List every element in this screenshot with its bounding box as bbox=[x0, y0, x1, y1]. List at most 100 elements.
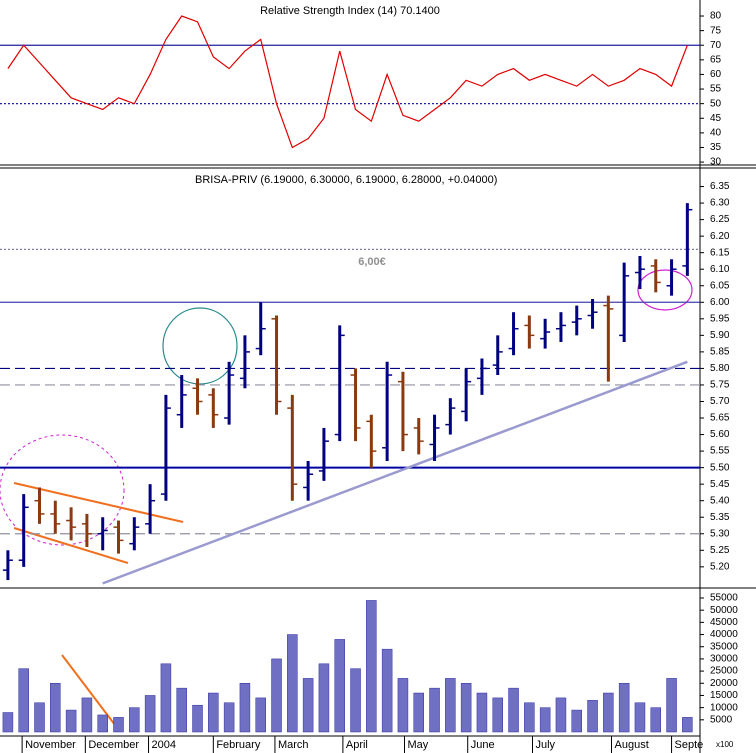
volume-bar bbox=[492, 697, 503, 733]
x-tick-label: 2004 bbox=[152, 739, 176, 751]
y-tick-label: 5.45 bbox=[710, 479, 730, 490]
volume-bar bbox=[144, 695, 156, 733]
y-tick-label: 70 bbox=[710, 40, 722, 51]
volume-bar bbox=[65, 709, 77, 733]
y-tick-label: 80 bbox=[710, 11, 722, 22]
volume-bar bbox=[381, 648, 393, 733]
y-tick-label: 60 bbox=[710, 69, 722, 80]
y-tick-label: 40000 bbox=[710, 629, 738, 640]
y-tick-label: 5.85 bbox=[710, 347, 730, 358]
trend-line bbox=[102, 360, 688, 585]
y-tick-label: 5.25 bbox=[710, 545, 730, 556]
volume-bar bbox=[571, 709, 582, 733]
unit-label: x100 bbox=[716, 740, 734, 749]
volume-bar bbox=[445, 678, 456, 733]
y-tick-label: 5.20 bbox=[710, 561, 730, 572]
volume-bar bbox=[650, 707, 662, 733]
volume-bar bbox=[666, 678, 677, 733]
volume-bar bbox=[192, 704, 203, 733]
volume-bar bbox=[366, 600, 377, 733]
y-tick-label: 50 bbox=[710, 98, 722, 109]
volume-bar bbox=[460, 683, 472, 733]
highlight-ellipse bbox=[0, 434, 125, 546]
y-tick-label: 35 bbox=[710, 142, 722, 153]
volume-bar bbox=[334, 639, 345, 733]
x-tick-label: February bbox=[216, 739, 261, 751]
y-tick-label: 6.00 bbox=[710, 297, 730, 308]
highlight-ellipse bbox=[637, 269, 693, 311]
y-tick-label: 45000 bbox=[710, 617, 738, 628]
volume-bar bbox=[2, 712, 14, 733]
x-tick-label: May bbox=[408, 739, 429, 751]
y-tick-label: 6.15 bbox=[710, 247, 730, 258]
trend-annotation bbox=[61, 654, 116, 726]
volume-bar bbox=[18, 668, 29, 733]
volume-bar bbox=[176, 687, 187, 733]
channel-line bbox=[13, 482, 184, 523]
rsi-title: Relative Strength Index (14) 70.1400 bbox=[260, 5, 440, 17]
y-tick-label: 45 bbox=[710, 113, 722, 124]
y-tick-label: 35000 bbox=[710, 641, 738, 652]
x-tick-label: December bbox=[88, 739, 139, 751]
x-tick-label: August bbox=[615, 739, 649, 751]
y-tick-label: 30 bbox=[710, 157, 722, 168]
annotation: 6,00€ bbox=[358, 256, 386, 268]
x-tick-label: April bbox=[346, 739, 368, 751]
price-title: BRISA-PRIV (6.19000, 6.30000, 6.19000, 6… bbox=[195, 174, 497, 186]
y-tick-label: 30000 bbox=[710, 654, 738, 665]
y-tick-label: 55000 bbox=[710, 593, 738, 604]
y-tick-label: 65 bbox=[710, 54, 722, 65]
rsi-line bbox=[7, 15, 688, 149]
volume-bar bbox=[255, 697, 266, 733]
y-tick-label: 5.80 bbox=[710, 363, 730, 374]
y-tick-label: 5.50 bbox=[710, 462, 730, 473]
volume-bar bbox=[587, 700, 598, 733]
volume-bar bbox=[239, 683, 251, 733]
y-tick-label: 10000 bbox=[710, 702, 738, 713]
y-tick-label: 40 bbox=[710, 128, 722, 139]
x-tick-label: June bbox=[471, 739, 495, 751]
y-tick-label: 5.40 bbox=[710, 495, 730, 506]
y-tick-label: 5.35 bbox=[710, 512, 730, 523]
x-tick-label: July bbox=[536, 739, 556, 751]
volume-bar bbox=[429, 687, 440, 733]
y-tick-label: 6.35 bbox=[710, 181, 730, 192]
x-tick-label: Septe bbox=[675, 739, 704, 751]
volume-bar bbox=[34, 702, 45, 733]
volume-bar bbox=[50, 683, 61, 733]
y-tick-label: 5.70 bbox=[710, 396, 730, 407]
y-tick-label: 6.10 bbox=[710, 264, 730, 275]
y-tick-label: 6.25 bbox=[710, 214, 730, 225]
volume-bar bbox=[603, 692, 614, 733]
volume-bar bbox=[682, 717, 693, 733]
volume-bar bbox=[129, 707, 140, 733]
y-tick-label: 5.65 bbox=[710, 413, 730, 424]
y-tick-label: 5000 bbox=[710, 714, 733, 725]
y-tick-label: 20000 bbox=[710, 678, 738, 689]
volume-bar bbox=[287, 634, 298, 733]
y-tick-label: 25000 bbox=[710, 666, 738, 677]
volume-bar bbox=[618, 683, 630, 733]
volume-bar bbox=[634, 702, 646, 733]
y-tick-label: 5.55 bbox=[710, 446, 730, 457]
volume-bar bbox=[397, 678, 409, 733]
volume-bar bbox=[223, 702, 235, 733]
volume-bar bbox=[524, 702, 535, 733]
volume-bar bbox=[302, 678, 314, 733]
y-tick-label: 6.05 bbox=[710, 280, 730, 291]
x-tick-label: November bbox=[25, 739, 76, 751]
y-tick-label: 15000 bbox=[710, 690, 738, 701]
volume-bar bbox=[271, 658, 282, 733]
volume-bar bbox=[350, 668, 361, 733]
y-tick-label: 5.95 bbox=[710, 313, 730, 324]
y-tick-label: 5.60 bbox=[710, 429, 730, 440]
x-tick-label: March bbox=[278, 739, 309, 751]
volume-bar bbox=[113, 717, 124, 733]
y-tick-label: 55 bbox=[710, 84, 722, 95]
highlight-ellipse bbox=[162, 307, 238, 385]
y-tick-label: 5.75 bbox=[710, 380, 730, 391]
volume-bar bbox=[208, 692, 219, 733]
y-tick-label: 6.20 bbox=[710, 231, 730, 242]
